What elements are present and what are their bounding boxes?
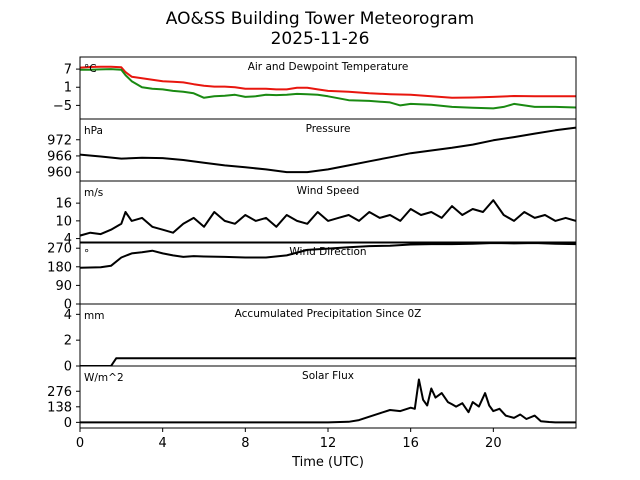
series-line-precip-0 (80, 357, 576, 366)
y-tick-label: 138 (47, 400, 72, 415)
series-line-wdir-0 (80, 242, 576, 269)
x-tick-label: 16 (402, 436, 419, 451)
y-tick-label: 16 (55, 197, 72, 212)
x-tick-label: 4 (159, 436, 167, 451)
y-tick-label: 7 (64, 63, 72, 78)
panels-group: 7 1 −5 Air and Dewpoint Temperature °C 972966… (47, 56, 577, 431)
chart-date: 2025-11-26 (271, 29, 370, 49)
panel-unit-pres: hPa (84, 125, 103, 137)
y-tick-label: 4 (64, 308, 72, 323)
series-line-wspd-0 (80, 199, 576, 237)
x-tick-label: 8 (241, 436, 249, 451)
panel-title-solar: Solar Flux (302, 370, 354, 382)
y-tick-label: −5 (53, 99, 72, 114)
series-line-temp-0 (80, 65, 576, 99)
y-tick-label: 972 (47, 133, 72, 148)
panel-precip: 4 2 0 Accumulated Precipitation Since 0Z mm (64, 303, 577, 375)
panel-temp: 7 1 −5 Air and Dewpoint Temperature °C (53, 56, 577, 120)
x-axis: 0 4 8 12 16 20 (76, 428, 502, 451)
y-tick-label: 960 (47, 166, 72, 181)
panel-title-wspd: Wind Speed (297, 185, 360, 197)
series-line-temp-1 (80, 68, 576, 110)
panel-frame-wspd (79, 180, 577, 244)
y-tick-label: 180 (47, 260, 72, 275)
series-line-pres-0 (80, 126, 576, 174)
y-tick-label: 0 (64, 360, 72, 375)
y-tick-label: 270 (47, 242, 72, 257)
y-tick-label: 90 (55, 279, 72, 294)
x-tick-label: 0 (76, 436, 84, 451)
y-tick-label: 0 (64, 416, 72, 431)
panel-unit-wspd: m/s (84, 187, 103, 199)
panel-unit-precip: mm (84, 310, 104, 322)
y-tick-label: 10 (55, 214, 72, 229)
x-axis-label: Time (UTC) (291, 455, 364, 470)
x-tick-label: 20 (485, 436, 502, 451)
y-tick-label: 276 (47, 385, 72, 400)
panel-unit-wdir: ° (84, 248, 89, 260)
y-tick-label: 2 (64, 334, 72, 349)
x-tick-label: 12 (320, 436, 337, 451)
panel-wdir: 270 180 90 0 Wind Direction ° (47, 241, 577, 313)
panel-title-pres: Pressure (306, 123, 351, 135)
y-tick-label: 0 (64, 298, 72, 313)
panel-unit-solar: W/m^2 (84, 372, 124, 384)
y-tick-label: 4 (64, 232, 72, 247)
panel-unit-temp: °C (84, 63, 97, 75)
panel-title-temp: Air and Dewpoint Temperature (248, 61, 409, 73)
y-tick-label: 1 (64, 81, 72, 96)
panel-title-precip: Accumulated Precipitation Since 0Z (235, 308, 422, 320)
series-line-solar-0 (80, 378, 576, 424)
chart-title: AO&SS Building Tower Meteorogram (166, 9, 474, 29)
panel-title-wdir: Wind Direction (289, 246, 366, 258)
panel-wspd: 16 10 4 Wind Speed m/s (55, 180, 577, 247)
y-tick-label: 966 (47, 149, 72, 164)
